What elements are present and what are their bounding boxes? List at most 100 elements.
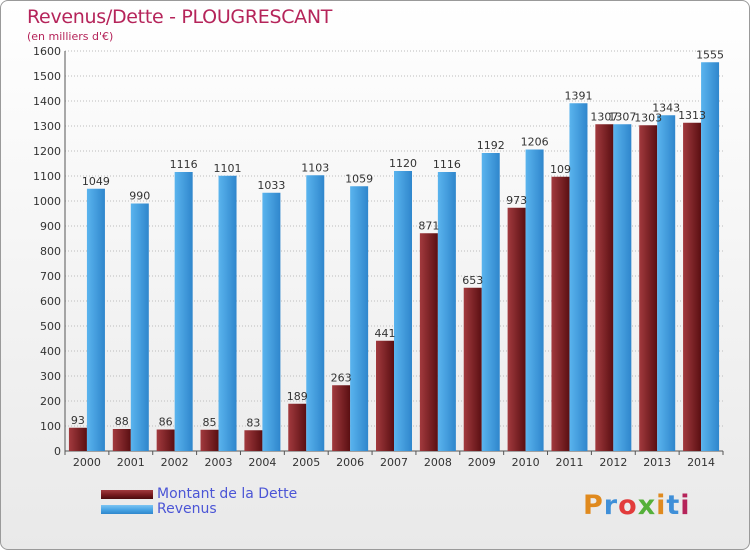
data-label-revenus: 1116: [170, 158, 198, 171]
data-label-dette: 1303: [634, 111, 662, 124]
legend-label-revenus: Revenus: [157, 501, 217, 517]
data-label-revenus: 1116: [433, 158, 461, 171]
x-tick-label: 2003: [205, 456, 233, 469]
x-tick-label: 2006: [336, 456, 364, 469]
bar-revenus: [613, 124, 632, 451]
x-tick-label: 2002: [161, 456, 189, 469]
bar-revenus: [525, 149, 544, 451]
bar-dette: [683, 122, 702, 451]
bar-dette: [68, 427, 87, 451]
y-tick-label: 1400: [33, 95, 61, 108]
data-label-dette: 109: [550, 163, 571, 176]
bar-dette: [463, 287, 482, 451]
y-tick-label: 100: [40, 420, 61, 433]
proxiti-logo: Proxiti: [583, 490, 691, 521]
legend-swatch-dette: [101, 490, 153, 499]
data-label-revenus: 1049: [82, 175, 110, 188]
data-label-dette: 973: [506, 194, 527, 207]
bar-dette: [200, 429, 219, 451]
legend-swatch-revenus: [101, 505, 153, 514]
y-tick-label: 600: [40, 295, 61, 308]
x-tick-label: 2008: [424, 456, 452, 469]
bar-dette: [376, 340, 394, 451]
x-tick-label: 2004: [248, 456, 276, 469]
x-tick-label: 2007: [380, 456, 408, 469]
chart-subtitle: (en milliers d'€): [27, 30, 114, 43]
x-tick-label: 2009: [468, 456, 496, 469]
bar-dette: [595, 124, 614, 451]
legend-label-dette: Montant de la Dette: [157, 486, 298, 502]
data-label-revenus: 1192: [477, 139, 505, 152]
bar-dette: [639, 125, 658, 451]
y-tick-label: 1200: [33, 145, 61, 158]
data-label-dette: 1313: [678, 109, 706, 122]
data-label-revenus: 1101: [214, 162, 242, 175]
x-tick-label: 2010: [512, 456, 540, 469]
bar-revenus: [130, 203, 149, 451]
data-label-revenus: 1307: [608, 110, 636, 123]
data-label-dette: 441: [375, 327, 396, 340]
y-tick-label: 1500: [33, 70, 61, 83]
bar-revenus: [86, 188, 105, 451]
bar-dette: [419, 233, 438, 451]
bar-dette: [288, 403, 307, 451]
y-tick-label: 400: [40, 345, 61, 358]
data-label-dette: 263: [331, 371, 352, 384]
y-tick-label: 700: [40, 270, 61, 283]
data-label-dette: 93: [71, 414, 85, 427]
bar-dette: [112, 429, 131, 451]
bar-revenus: [569, 103, 588, 451]
bar-dette: [332, 385, 351, 451]
y-tick-label: 1000: [33, 195, 61, 208]
data-label-revenus: 1033: [257, 179, 285, 192]
data-label-dette: 83: [246, 416, 260, 429]
y-tick-label: 500: [40, 320, 61, 333]
bar-revenus: [350, 186, 369, 451]
y-tick-label: 300: [40, 370, 61, 383]
x-tick-label: 2012: [599, 456, 627, 469]
bar-revenus: [218, 175, 237, 451]
x-tick-label: 2011: [555, 456, 583, 469]
data-label-revenus: 1059: [345, 172, 373, 185]
y-tick-label: 800: [40, 245, 61, 258]
x-tick-label: 2005: [292, 456, 320, 469]
x-tick-label: 2014: [687, 456, 715, 469]
data-label-dette: 871: [418, 219, 439, 232]
y-tick-label: 0: [54, 445, 61, 458]
data-label-dette: 88: [115, 415, 129, 428]
data-label-revenus: 1343: [652, 101, 680, 114]
data-label-revenus: 1555: [696, 48, 724, 61]
bar-revenus: [481, 153, 500, 451]
x-tick-label: 2000: [73, 456, 101, 469]
chart-title: Revenus/Dette - PLOUGRESCANT: [27, 6, 333, 28]
bar-revenus: [701, 62, 720, 451]
bar-dette: [156, 429, 175, 451]
x-tick-label: 2013: [643, 456, 671, 469]
y-tick-label: 1600: [33, 45, 61, 58]
bar-dette: [551, 176, 570, 451]
data-label-revenus: 990: [129, 190, 150, 203]
bar-revenus: [394, 171, 412, 451]
data-label-dette: 653: [462, 274, 483, 287]
data-label-dette: 85: [203, 416, 217, 429]
data-label-dette: 86: [159, 416, 173, 429]
x-tick-label: 2001: [117, 456, 145, 469]
y-tick-label: 900: [40, 220, 61, 233]
y-tick-label: 1100: [33, 170, 61, 183]
bar-revenus: [657, 115, 676, 451]
bar-dette: [507, 207, 526, 451]
bar-dette: [244, 430, 263, 451]
bar-revenus: [174, 172, 193, 451]
data-label-revenus: 1206: [521, 136, 549, 149]
data-label-dette: 1307: [590, 110, 618, 123]
bar-revenus: [306, 175, 325, 451]
bar-revenus: [437, 172, 456, 451]
bar-revenus: [262, 192, 281, 451]
data-label-dette: 189: [287, 390, 308, 403]
data-label-revenus: 1103: [301, 161, 329, 174]
y-tick-label: 200: [40, 395, 61, 408]
data-label-revenus: 1391: [564, 89, 592, 102]
y-tick-label: 1300: [33, 120, 61, 133]
